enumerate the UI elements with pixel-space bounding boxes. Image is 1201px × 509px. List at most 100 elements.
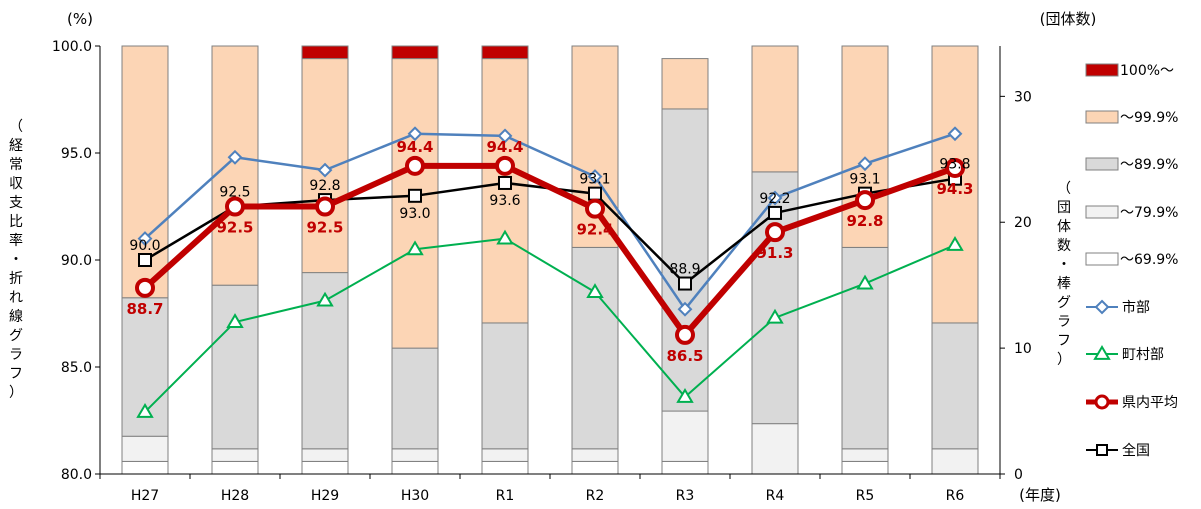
bar-segment-H27-1 [121,435,169,462]
marker-町村部-R4 [766,308,784,324]
x-tick-label-H30: H30 [401,488,429,504]
left_axis-char: フ [9,366,23,382]
bar-segment-H30-3 [391,58,439,349]
left_axis-char: グ [9,328,23,344]
bar-segment-H30-0 [391,460,439,475]
marker-市部-H27 [137,231,153,247]
legend-label-～79.9%: ～79.9% [1120,205,1178,221]
bar-segment-R3-1 [661,410,709,462]
x-tick-label-R5: R5 [856,488,875,504]
label-県内平均-R4: 91.3 [756,244,793,262]
marker-全国-H27 [138,253,152,267]
line-県内平均 [142,162,957,338]
x-tick-label-R1: R1 [496,488,515,504]
legend-label-100%～: 100%～ [1120,63,1174,79]
bar-segment-H28-2 [211,284,259,450]
marker-県内平均-R2 [585,198,605,219]
right-tick-label: 30 [1014,89,1032,105]
left-axis-label: （ 経常収支比率・折れ線グラフ ） [8,118,24,403]
label-全国-H30: 93.0 [399,206,430,222]
left_axis-char: ） [9,385,23,401]
bar-segment-R3-2 [661,108,709,412]
left_axis-char: ラ [9,347,23,363]
marker-町村部-R1 [496,229,514,245]
left-tick-label: 90.0 [61,253,92,269]
label-全国-R2: 93.1 [579,172,610,188]
label-全国-R4: 92.2 [759,191,790,207]
label-全国-R6: 93.8 [939,157,970,173]
left_axis-char: 経 [9,138,23,154]
line-町村部 [144,237,956,413]
right_axis-char: 体 [1057,219,1071,235]
legend-label-～69.9%: ～69.9% [1120,252,1178,268]
label-全国-R5: 93.1 [849,172,880,188]
left_axis-char: 収 [9,176,23,192]
legend-label-市部: 市部 [1122,299,1150,316]
label-県内平均-R1: 94.4 [486,138,523,156]
legend-marker-市部 [1094,299,1110,315]
marker-県内平均-H30 [405,155,425,176]
right_axis-char: （ [1057,181,1071,197]
left_axis-char: 比 [9,214,23,230]
legend-marker-県内平均 [1094,394,1110,410]
legend-label-～99.9%: ～99.9% [1120,110,1178,126]
left_axis-char: 支 [9,195,23,211]
label-県内平均-R5: 92.8 [846,212,883,230]
label-県内平均-R3: 86.5 [666,347,703,365]
marker-市部-R6 [947,126,963,142]
marker-町村部-R3 [676,387,694,403]
x-tick-label-R6: R6 [946,488,965,504]
label-県内平均-H30: 94.4 [396,138,433,156]
bar-segment-R6-2 [931,322,979,450]
bar-segment-R1-1 [481,448,529,462]
label-全国-H28: 92.5 [219,185,250,201]
marker-全国-R4 [768,205,782,220]
bar-segment-R1-2 [481,322,529,450]
left_axis-char: （ [9,119,23,135]
left-tick-label: 80.0 [61,467,92,483]
marker-町村部-H29 [316,291,334,307]
left-axis-unit: (%) [67,10,93,28]
right_axis-char: フ [1057,333,1071,349]
axes-layer: 100.0 95.0 90.0 85.0 80.0 30 20 10 0 H27 H28 H29 H30… [52,10,1096,504]
left-tick-label: 95.0 [61,146,92,162]
marker-市部-R4 [767,190,783,206]
legend-swatch-～79.9% [1085,205,1119,219]
marker-町村部-H27 [136,402,154,418]
bar-segment-R5-1 [841,448,889,462]
marker-県内平均-H29 [315,196,335,217]
x-tick-label-R3: R3 [676,488,695,504]
bar-segment-R5-0 [841,460,889,475]
label-県内平均-H28: 92.5 [216,219,253,237]
x-tick-label-H28: H28 [221,488,249,504]
line-全国 [144,177,956,285]
right_axis-char: 数 [1057,238,1071,254]
legend-swatch-～89.9% [1085,157,1119,171]
right-axis-label: （ 団体数・棒グラフ ） [1056,180,1072,370]
marker-県内平均-R5 [855,190,875,211]
right_axis-char: 棒 [1057,276,1071,292]
data-label-layer: 90.0 92.5 92.8 93.0 93.6 93.1 88.9 92.2 93.1 93.8… [126,138,973,365]
marker-県内平均-H27 [135,277,155,298]
line-layer [135,126,965,418]
bar-segment-H30-2 [391,347,439,450]
marker-県内平均-R3 [675,324,695,345]
label-県内平均-R2: 92.4 [576,221,613,239]
label-全国-H27: 90.0 [129,238,160,254]
marker-市部-R2 [587,169,603,184]
bar-segment-R1-3 [481,58,529,324]
x-tick-label-R2: R2 [586,488,605,504]
x-tick-label-R4: R4 [766,488,785,504]
bar-segment-R5-3 [841,45,889,248]
bar-segment-R2-0 [571,460,619,475]
bar-segment-R2-2 [571,246,619,450]
left_axis-char: 常 [9,157,23,173]
bar-segment-R4-3 [751,45,799,173]
left-tick-label: 100.0 [52,39,92,55]
right-tick-label: 0 [1014,467,1023,483]
marker-全国-R3 [678,276,692,291]
label-県内平均-H29: 92.5 [306,219,343,237]
marker-市部-R5 [857,156,873,172]
